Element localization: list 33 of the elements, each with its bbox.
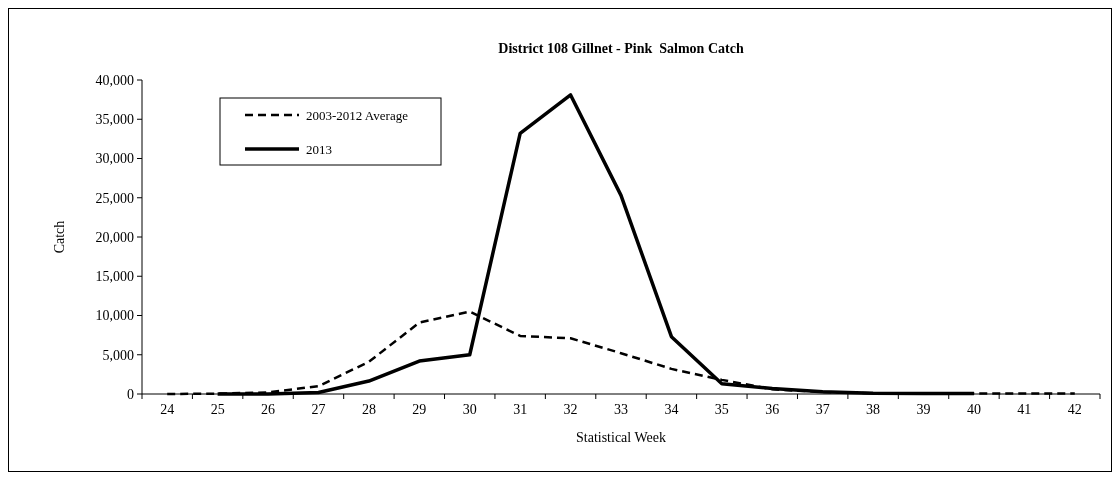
legend-label: 2003-2012 Average [306,107,409,123]
x-axis-title: Statistical Week [576,430,666,445]
y-tick-label: 20,000 [95,229,134,245]
x-tick-label: 39 [916,402,931,417]
x-tick-label: 42 [1067,402,1082,417]
x-tick-label: 40 [966,402,981,417]
x-tick-label: 33 [614,402,628,417]
x-tick-label: 26 [261,402,276,417]
legend-label: 2013 [306,141,332,157]
y-tick-label: 0 [127,386,134,402]
y-tick-label: 15,000 [95,269,134,285]
x-tick-label: 31 [513,402,528,417]
y-axis-title: Catch [52,220,67,254]
x-tick-label: 28 [361,402,376,417]
x-tick-label: 37 [815,402,830,417]
y-tick-label: 35,000 [95,112,134,128]
y-tick-label: 10,000 [95,308,134,324]
y-tick-label: 25,000 [95,190,134,206]
x-tick-label: 30 [462,402,477,417]
x-tick-label: 29 [412,402,427,417]
y-tick-label: 5,000 [102,347,134,363]
x-tick-label: 36 [765,402,780,417]
x-tick-label: 27 [311,402,326,417]
chart-title: District 108 Gillnet - Pink Salmon Catch [498,41,744,56]
x-tick-label: 35 [714,402,729,417]
x-tick-label: 25 [210,402,225,417]
y-tick-label: 30,000 [95,151,134,167]
x-tick-label: 41 [1017,402,1032,417]
x-tick-label: 32 [563,402,578,417]
x-tick-label: 24 [160,402,175,417]
y-tick-label: 40,000 [95,72,134,88]
x-tick-label: 38 [866,402,881,417]
x-tick-label: 34 [664,402,679,417]
